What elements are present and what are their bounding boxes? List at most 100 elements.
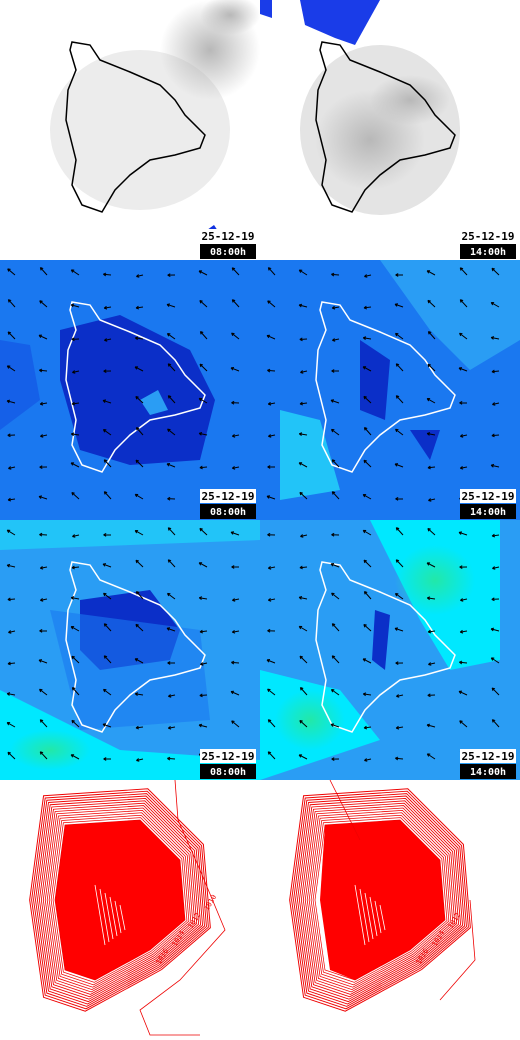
wind-arrow	[134, 530, 144, 536]
wind-arrow	[427, 299, 436, 308]
isobar	[374, 900, 382, 934]
isobar	[364, 892, 374, 940]
wind-arrow	[394, 332, 404, 340]
wind-arrow	[70, 462, 80, 468]
wind-arrow	[490, 336, 500, 340]
wind-arrow	[427, 331, 436, 340]
wind-arrow	[199, 465, 208, 470]
wind-arrow	[71, 337, 80, 342]
wind-arrow	[231, 629, 240, 634]
wind-arrow	[8, 630, 16, 634]
wind-arrow	[7, 597, 16, 602]
isobar	[306, 809, 454, 991]
wind-arrow	[395, 273, 404, 277]
date-label: 25-12-19	[462, 750, 515, 763]
isobar	[31, 790, 209, 1010]
wind-arrow	[396, 694, 404, 698]
wind-arrow	[166, 592, 176, 600]
wind-arrow	[70, 596, 80, 600]
wind-arrow	[491, 687, 500, 696]
wind-arrow	[167, 395, 176, 404]
isobar	[139, 779, 226, 1036]
wind-arrow	[6, 399, 16, 404]
wind-arrow	[40, 434, 48, 438]
isobar	[379, 904, 386, 931]
wind-arrow	[167, 661, 176, 665]
wind-arrow	[426, 753, 436, 760]
wind-arrow	[298, 596, 308, 600]
wind-arrow	[491, 533, 500, 538]
date-bg	[200, 749, 256, 763]
date-bg	[200, 229, 256, 243]
wind-arrow	[267, 465, 276, 469]
isobar	[295, 795, 465, 1005]
wind-arrow	[39, 300, 48, 308]
date-bg	[460, 749, 516, 763]
isobar	[50, 814, 190, 986]
wind-arrow	[426, 398, 436, 404]
wind-arrow	[167, 756, 176, 761]
wind-arrow	[266, 495, 276, 500]
wind-arrow	[363, 591, 372, 600]
wind-arrow	[39, 629, 48, 633]
wind-arrow	[394, 593, 404, 600]
wind-arrow	[491, 369, 500, 374]
wind-arrow	[459, 629, 468, 634]
wind-arrow	[394, 303, 404, 308]
time-label: 14:00h	[470, 247, 506, 258]
time-label: 08:00h	[210, 767, 246, 778]
wind-arrow	[231, 565, 240, 569]
wind-arrow	[198, 596, 208, 600]
wind-arrow	[102, 563, 112, 568]
wind-arrow	[7, 497, 16, 502]
wind-arrow	[459, 267, 468, 276]
wind-arrow	[134, 366, 144, 372]
wind-arrow	[8, 466, 16, 470]
isobar	[298, 800, 462, 1000]
wind-arrow	[198, 723, 208, 728]
wind-arrow	[166, 303, 176, 308]
wind-arrow	[362, 336, 372, 340]
wind-arrow	[231, 400, 240, 405]
wind-arrow	[134, 493, 144, 500]
wind-arrow	[362, 366, 372, 372]
wind-arrow	[491, 597, 500, 602]
wind-arrow	[104, 338, 112, 342]
wind-arrow	[331, 623, 340, 632]
wind-arrow	[363, 559, 372, 568]
isobar	[359, 888, 370, 943]
wind-arrow	[363, 395, 372, 404]
wind-arrow	[230, 366, 240, 372]
wind-arrow	[364, 758, 372, 762]
wind-arrow	[167, 725, 176, 730]
wind-arrow	[330, 723, 340, 728]
wind-arrow	[491, 433, 500, 438]
wind-arrow	[267, 267, 276, 276]
wind-arrow	[300, 370, 308, 374]
wind-arrow	[491, 267, 500, 276]
wind-arrow	[299, 491, 308, 500]
wind-arrow	[299, 337, 308, 342]
isobar	[99, 888, 110, 943]
wind-arrow	[428, 498, 436, 502]
wind-arrow	[103, 369, 112, 373]
wind-arrow	[363, 725, 372, 730]
wind-arrow	[298, 303, 308, 308]
isobar	[291, 790, 469, 1010]
isobar	[293, 793, 467, 1007]
wind-arrow	[199, 527, 208, 536]
wind-arrow	[135, 559, 144, 568]
wind-arrow	[70, 432, 80, 437]
wind-arrow	[492, 402, 500, 406]
wind-arrow	[7, 661, 16, 666]
time-bg	[460, 504, 516, 519]
wind-arrow	[102, 723, 112, 728]
wind-arrow	[395, 428, 404, 436]
wind-arrow	[166, 627, 176, 632]
wind-arrow	[394, 463, 404, 468]
isobar	[37, 797, 204, 1003]
wind-arrow	[38, 334, 48, 340]
isobar	[119, 904, 126, 931]
wind-arrow	[362, 529, 372, 536]
